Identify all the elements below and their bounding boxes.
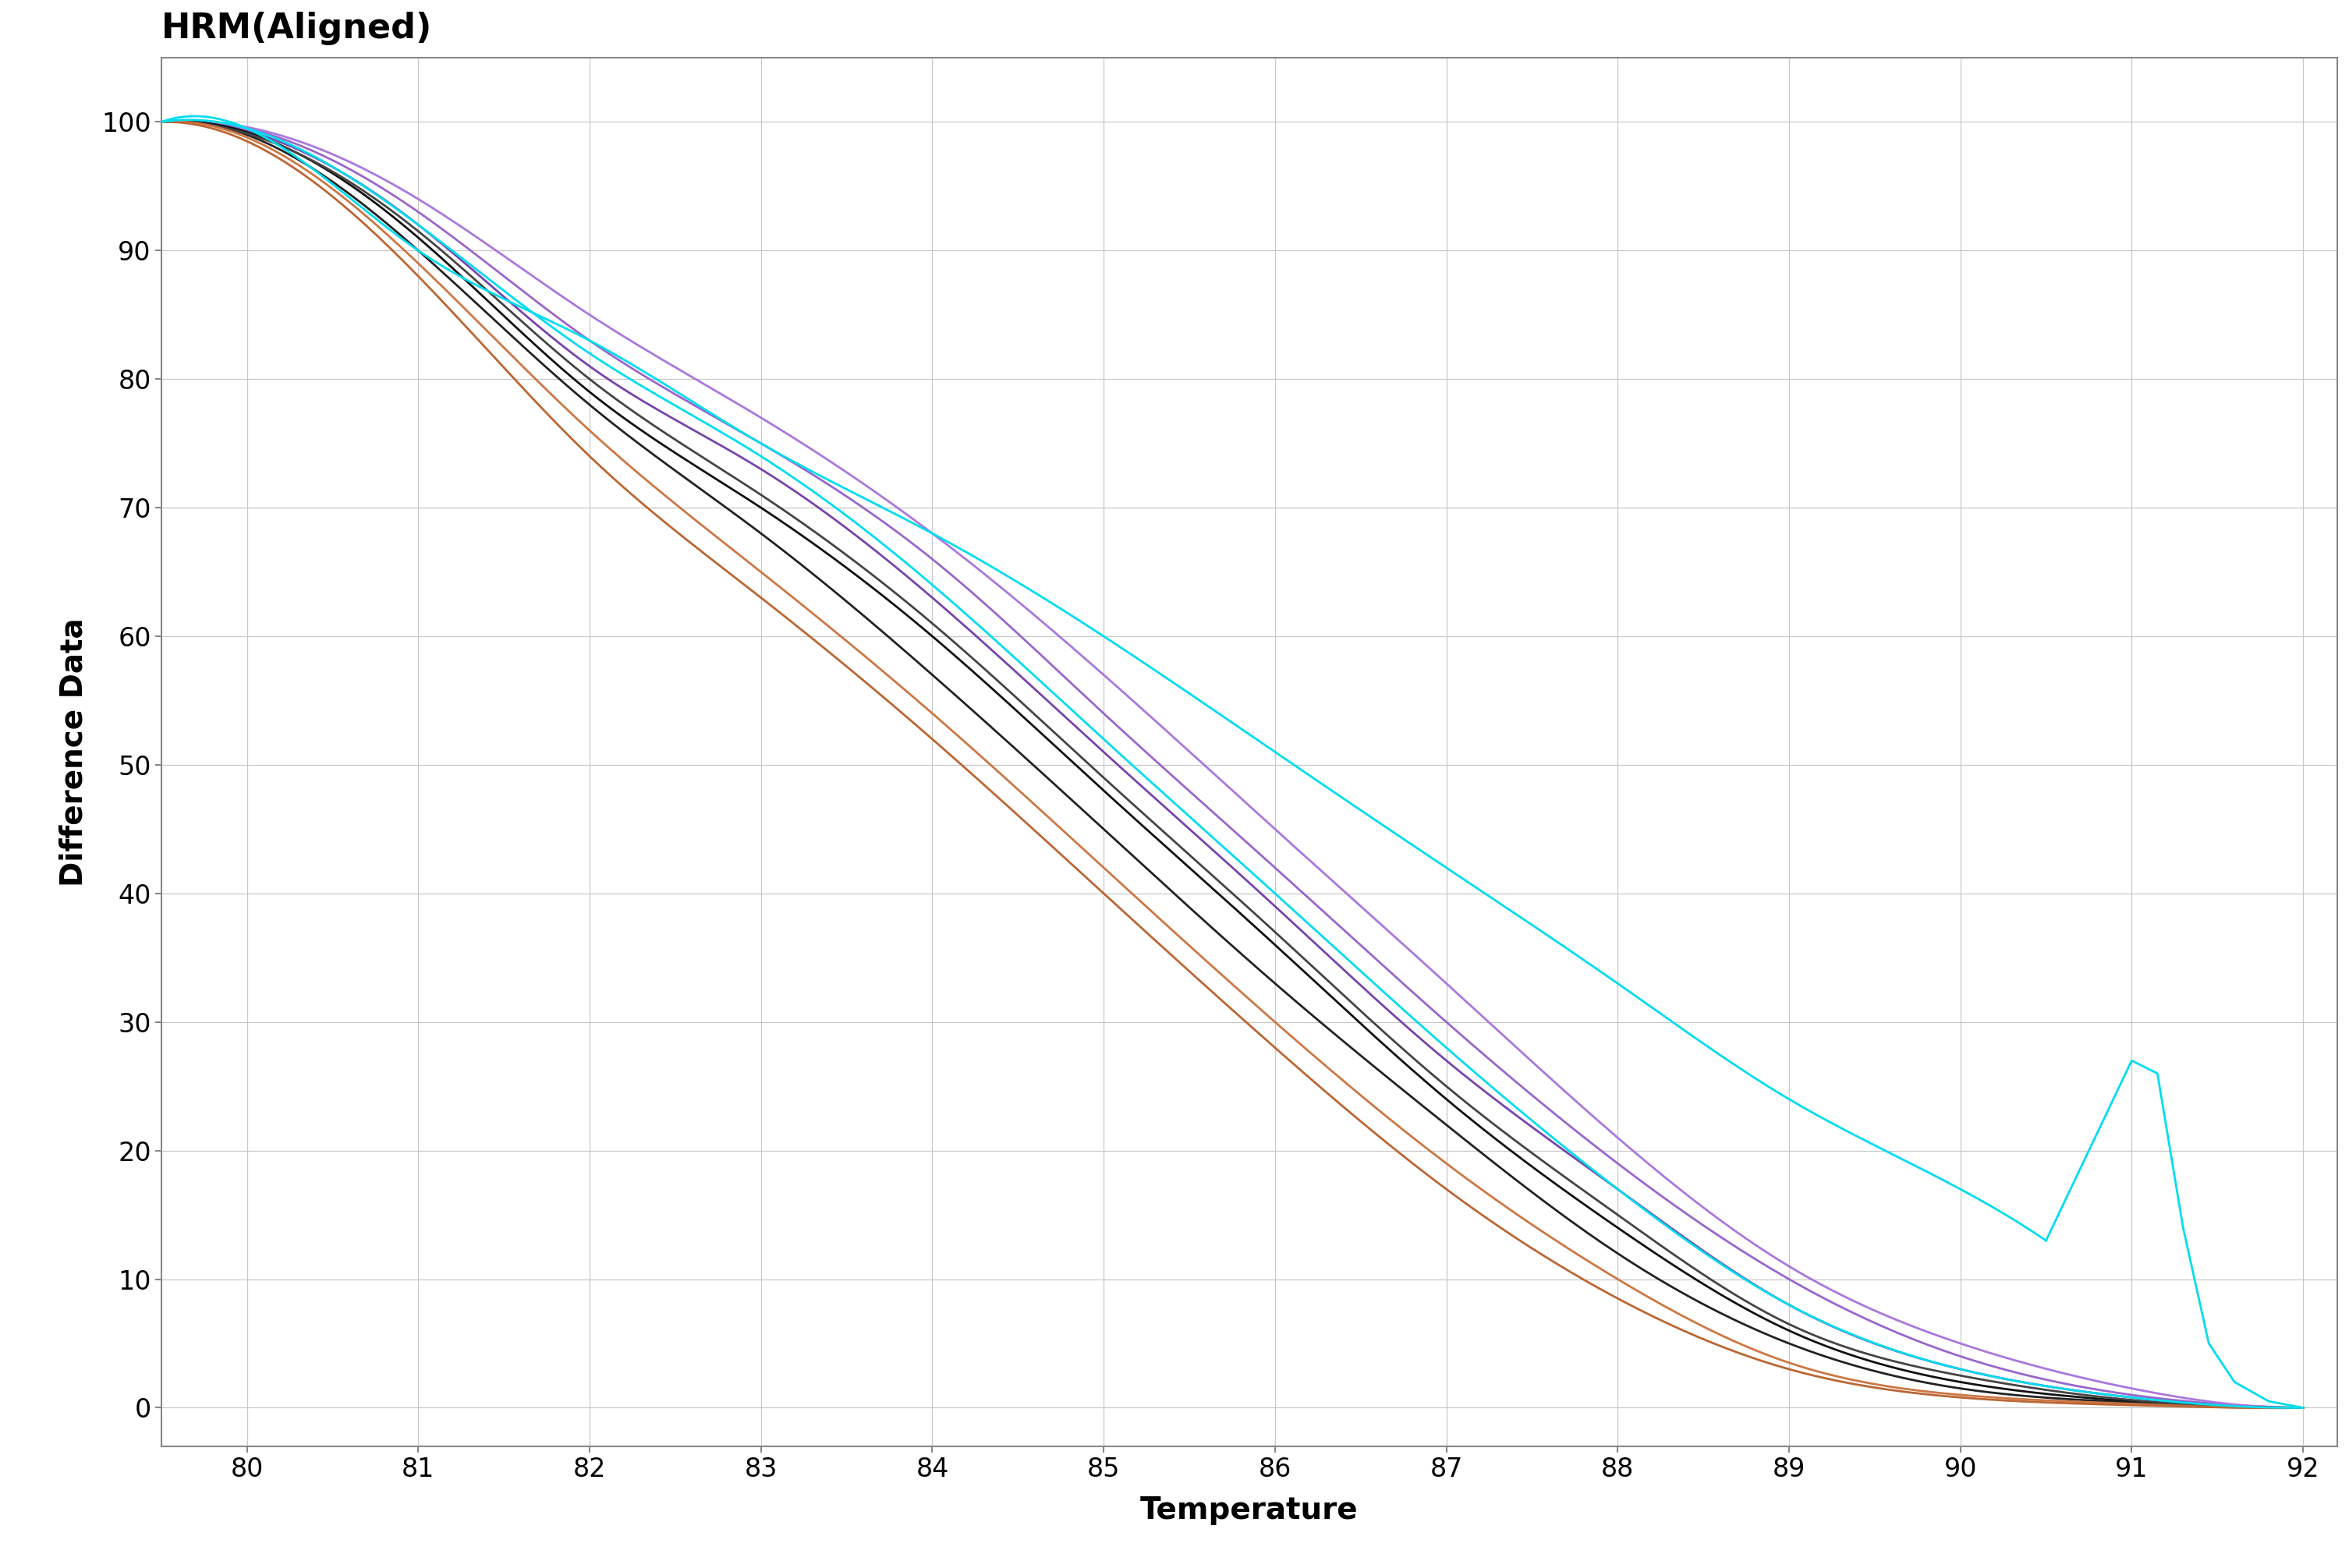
X-axis label: Temperature: Temperature [1139, 1496, 1358, 1526]
Y-axis label: Difference Data: Difference Data [59, 618, 89, 886]
Text: HRM(Aligned): HRM(Aligned) [162, 11, 432, 45]
